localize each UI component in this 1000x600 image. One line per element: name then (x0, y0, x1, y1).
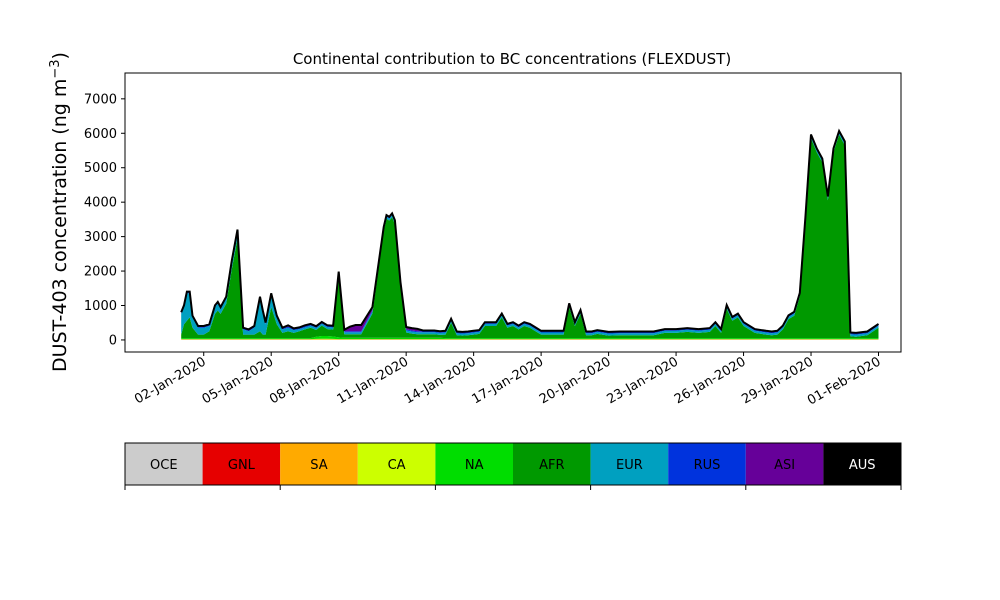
y-tick-label: 5000 (84, 161, 117, 176)
legend-swatch-afr (513, 443, 591, 485)
y-tick-label: 7000 (84, 92, 117, 107)
legend-frame (124, 442, 902, 486)
area-na (181, 336, 879, 340)
x-tick-label: 29-Jan-2020 (739, 354, 816, 407)
legend-label: AUS (849, 458, 876, 473)
plot-area (124, 72, 902, 353)
x-tick-label: 26-Jan-2020 (672, 354, 749, 407)
area-rus (181, 131, 879, 335)
legend-label: NA (465, 458, 484, 473)
x-tick-label: 20-Jan-2020 (537, 354, 614, 407)
y-tick-label: 6000 (84, 127, 117, 142)
legend-swatch-gnl (202, 443, 281, 485)
x-tick-label: 17-Jan-2020 (470, 354, 547, 407)
legend-colorbar: OCE GNL SA CA NA AFR EUR RUS ASI AUS (124, 442, 902, 490)
x-tick-label: 14-Jan-2020 (402, 354, 479, 407)
legend-label: CA (388, 458, 406, 473)
legend-swatch-aus (823, 443, 901, 485)
plot-frame (124, 72, 902, 353)
y-tick-label: 2000 (84, 265, 117, 280)
legend-label: GNL (228, 458, 256, 473)
y-tick-label: 4000 (84, 196, 117, 211)
stacked-areas (181, 131, 879, 340)
legend-swatch-sa (280, 443, 358, 485)
legend-swatch-rus (668, 443, 746, 485)
area-eur (181, 132, 879, 337)
legend-swatch-asi (745, 443, 824, 485)
x-axis: 02-Jan-202005-Jan-202008-Jan-202011-Jan-… (132, 352, 884, 408)
legend-label: EUR (616, 458, 643, 473)
legend-swatch-na (435, 443, 513, 485)
x-tick-label: 01-Feb-2020 (805, 354, 884, 408)
y-axis-label: DUST-403 concentration (ng m−3) (48, 52, 71, 372)
legend-swatch-oce (125, 443, 203, 485)
legend-label: RUS (694, 458, 721, 473)
x-tick-label: 11-Jan-2020 (335, 354, 412, 407)
area-aus (181, 131, 879, 333)
area-ca (181, 338, 879, 340)
x-tick-label: 08-Jan-2020 (267, 354, 344, 407)
legend-swatch-eur (590, 443, 669, 485)
x-tick-label: 02-Jan-2020 (132, 354, 209, 407)
y-tick-label: 1000 (84, 299, 117, 314)
legend-label: OCE (150, 458, 178, 473)
x-tick-label: 05-Jan-2020 (200, 354, 277, 407)
legend-label: SA (310, 458, 327, 473)
area-asi (181, 131, 879, 334)
total-outline (180, 128, 880, 334)
y-tick-label: 0 (109, 333, 117, 348)
chart-title: Continental contribution to BC concentra… (293, 50, 731, 68)
legend-swatch-ca (357, 443, 436, 485)
x-tick-label: 23-Jan-2020 (604, 354, 681, 407)
area-afr (181, 134, 879, 339)
y-axis: 0 1000 2000 3000 4000 5000 6000 7000 (84, 92, 125, 348)
legend-label: AFR (539, 458, 564, 473)
legend-label: ASI (774, 458, 795, 473)
y-tick-label: 3000 (84, 230, 117, 245)
